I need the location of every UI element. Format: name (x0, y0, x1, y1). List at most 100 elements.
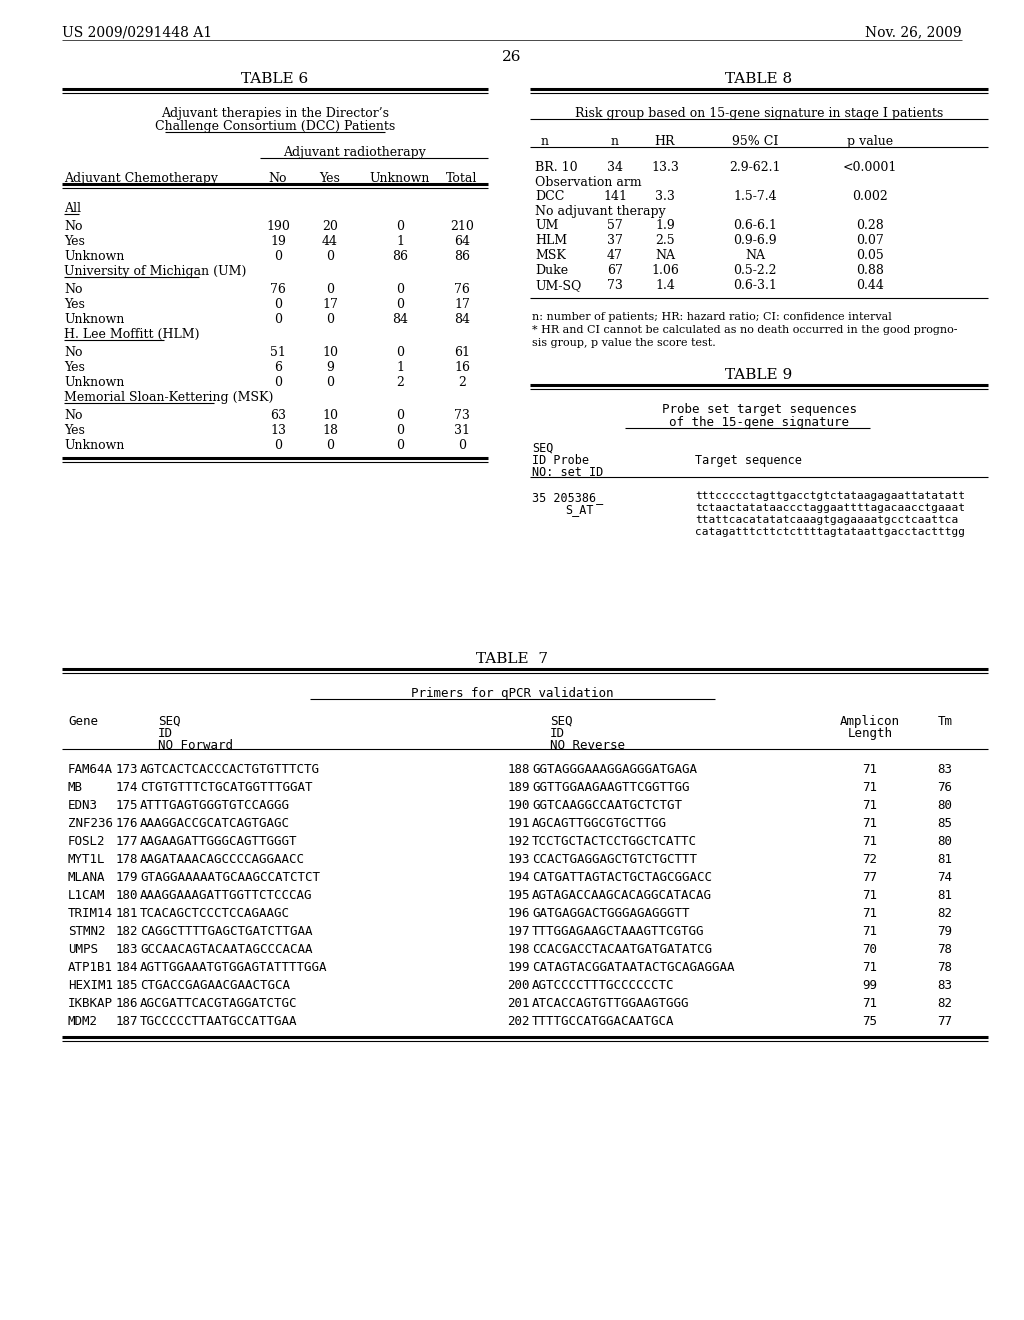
Text: 13: 13 (270, 424, 286, 437)
Text: 26: 26 (502, 50, 522, 63)
Text: GTAGGAAAAATGCAAGCCATCTCT: GTAGGAAAAATGCAAGCCATCTCT (140, 871, 319, 884)
Text: 85: 85 (938, 817, 952, 830)
Text: 76: 76 (454, 282, 470, 296)
Text: 47: 47 (607, 249, 623, 261)
Text: NO Forward: NO Forward (158, 739, 233, 752)
Text: 16: 16 (454, 360, 470, 374)
Text: 95% CI: 95% CI (732, 135, 778, 148)
Text: 79: 79 (938, 925, 952, 939)
Text: TABLE 6: TABLE 6 (242, 73, 308, 86)
Text: 75: 75 (862, 1015, 878, 1028)
Text: S_AT: S_AT (565, 503, 594, 516)
Text: 61: 61 (454, 346, 470, 359)
Text: US 2009/0291448 A1: US 2009/0291448 A1 (62, 25, 212, 40)
Text: 0.6-3.1: 0.6-3.1 (733, 279, 777, 292)
Text: 202: 202 (508, 1015, 530, 1028)
Text: 187: 187 (116, 1015, 138, 1028)
Text: Adjuvant radiotherapy: Adjuvant radiotherapy (284, 147, 426, 158)
Text: 0.6-6.1: 0.6-6.1 (733, 219, 777, 232)
Text: 193: 193 (508, 853, 530, 866)
Text: 71: 71 (862, 836, 878, 847)
Text: Length: Length (848, 727, 893, 741)
Text: No: No (63, 282, 83, 296)
Text: Observation arm: Observation arm (535, 176, 642, 189)
Text: 0: 0 (326, 282, 334, 296)
Text: 188: 188 (508, 763, 530, 776)
Text: 77: 77 (938, 1015, 952, 1028)
Text: No: No (63, 346, 83, 359)
Text: UM: UM (535, 219, 558, 232)
Text: 0: 0 (326, 376, 334, 389)
Text: TRIM14: TRIM14 (68, 907, 113, 920)
Text: 34: 34 (607, 161, 623, 174)
Text: 82: 82 (938, 997, 952, 1010)
Text: 76: 76 (938, 781, 952, 795)
Text: 18: 18 (322, 424, 338, 437)
Text: 0.44: 0.44 (856, 279, 884, 292)
Text: GGTCAAGGCCAATGCTCTGT: GGTCAAGGCCAATGCTCTGT (532, 799, 682, 812)
Text: 186: 186 (116, 997, 138, 1010)
Text: 0: 0 (396, 346, 404, 359)
Text: Yes: Yes (63, 424, 85, 437)
Text: 0: 0 (274, 249, 282, 263)
Text: 0.88: 0.88 (856, 264, 884, 277)
Text: 64: 64 (454, 235, 470, 248)
Text: 184: 184 (116, 961, 138, 974)
Text: 0: 0 (396, 409, 404, 422)
Text: SEQ: SEQ (158, 715, 180, 729)
Text: 178: 178 (116, 853, 138, 866)
Text: TCACAGCTCCCTCCAGAAGC: TCACAGCTCCCTCCAGAAGC (140, 907, 290, 920)
Text: 183: 183 (116, 942, 138, 956)
Text: TTTTGCCATGGACAATGCA: TTTTGCCATGGACAATGCA (532, 1015, 675, 1028)
Text: 185: 185 (116, 979, 138, 993)
Text: NO Reverse: NO Reverse (550, 739, 625, 752)
Text: Adjuvant Chemotherapy: Adjuvant Chemotherapy (63, 172, 218, 185)
Text: 76: 76 (270, 282, 286, 296)
Text: ATP1B1: ATP1B1 (68, 961, 113, 974)
Text: of the 15-gene signature: of the 15-gene signature (669, 416, 849, 429)
Text: 82: 82 (938, 907, 952, 920)
Text: Unknown: Unknown (370, 172, 430, 185)
Text: 2: 2 (396, 376, 403, 389)
Text: NA: NA (745, 249, 765, 261)
Text: L1CAM: L1CAM (68, 888, 105, 902)
Text: Yes: Yes (63, 360, 85, 374)
Text: 71: 71 (862, 817, 878, 830)
Text: 71: 71 (862, 997, 878, 1010)
Text: MSK: MSK (535, 249, 566, 261)
Text: 10: 10 (322, 346, 338, 359)
Text: CCACGACCTACAATGATGATATCG: CCACGACCTACAATGATGATATCG (532, 942, 712, 956)
Text: Memorial Sloan-Kettering (MSK): Memorial Sloan-Kettering (MSK) (63, 391, 273, 404)
Text: All: All (63, 202, 81, 215)
Text: GGTAGGGAAAGGAGGGATGAGA: GGTAGGGAAAGGAGGGATGAGA (532, 763, 697, 776)
Text: 67: 67 (607, 264, 623, 277)
Text: CTGACCGAGAACGAACTGCA: CTGACCGAGAACGAACTGCA (140, 979, 290, 993)
Text: catagatttcttctcttttagtataattgacctactttgg: catagatttcttctcttttagtataattgacctactttgg (695, 527, 965, 537)
Text: 13.3: 13.3 (651, 161, 679, 174)
Text: 175: 175 (116, 799, 138, 812)
Text: SEQ: SEQ (550, 715, 572, 729)
Text: AGCAGTTGGCGTGCTTGG: AGCAGTTGGCGTGCTTGG (532, 817, 667, 830)
Text: AGCGATTCACGTAGGATCTGC: AGCGATTCACGTAGGATCTGC (140, 997, 298, 1010)
Text: Yes: Yes (319, 172, 340, 185)
Text: 77: 77 (862, 871, 878, 884)
Text: Primers for qPCR validation: Primers for qPCR validation (411, 686, 613, 700)
Text: AGTCCCCTTTGCCCCCCTC: AGTCCCCTTTGCCCCCCTC (532, 979, 675, 993)
Text: 9: 9 (326, 360, 334, 374)
Text: FAM64A: FAM64A (68, 763, 113, 776)
Text: CATAGTACGGATAATACTGCAGAGGAA: CATAGTACGGATAATACTGCAGAGGAA (532, 961, 734, 974)
Text: BR. 10: BR. 10 (535, 161, 578, 174)
Text: 2: 2 (458, 376, 466, 389)
Text: 63: 63 (270, 409, 286, 422)
Text: CATGATTAGTACTGCTAGCGGACC: CATGATTAGTACTGCTAGCGGACC (532, 871, 712, 884)
Text: 0: 0 (274, 440, 282, 451)
Text: 189: 189 (508, 781, 530, 795)
Text: 1.4: 1.4 (655, 279, 675, 292)
Text: tctaactatataaccctaggaattttagacaacctgaaat: tctaactatataaccctaggaattttagacaacctgaaat (695, 503, 965, 513)
Text: 2.9-62.1: 2.9-62.1 (729, 161, 780, 174)
Text: 73: 73 (607, 279, 623, 292)
Text: 0: 0 (396, 220, 404, 234)
Text: 3.3: 3.3 (655, 190, 675, 203)
Text: 57: 57 (607, 219, 623, 232)
Text: 83: 83 (938, 979, 952, 993)
